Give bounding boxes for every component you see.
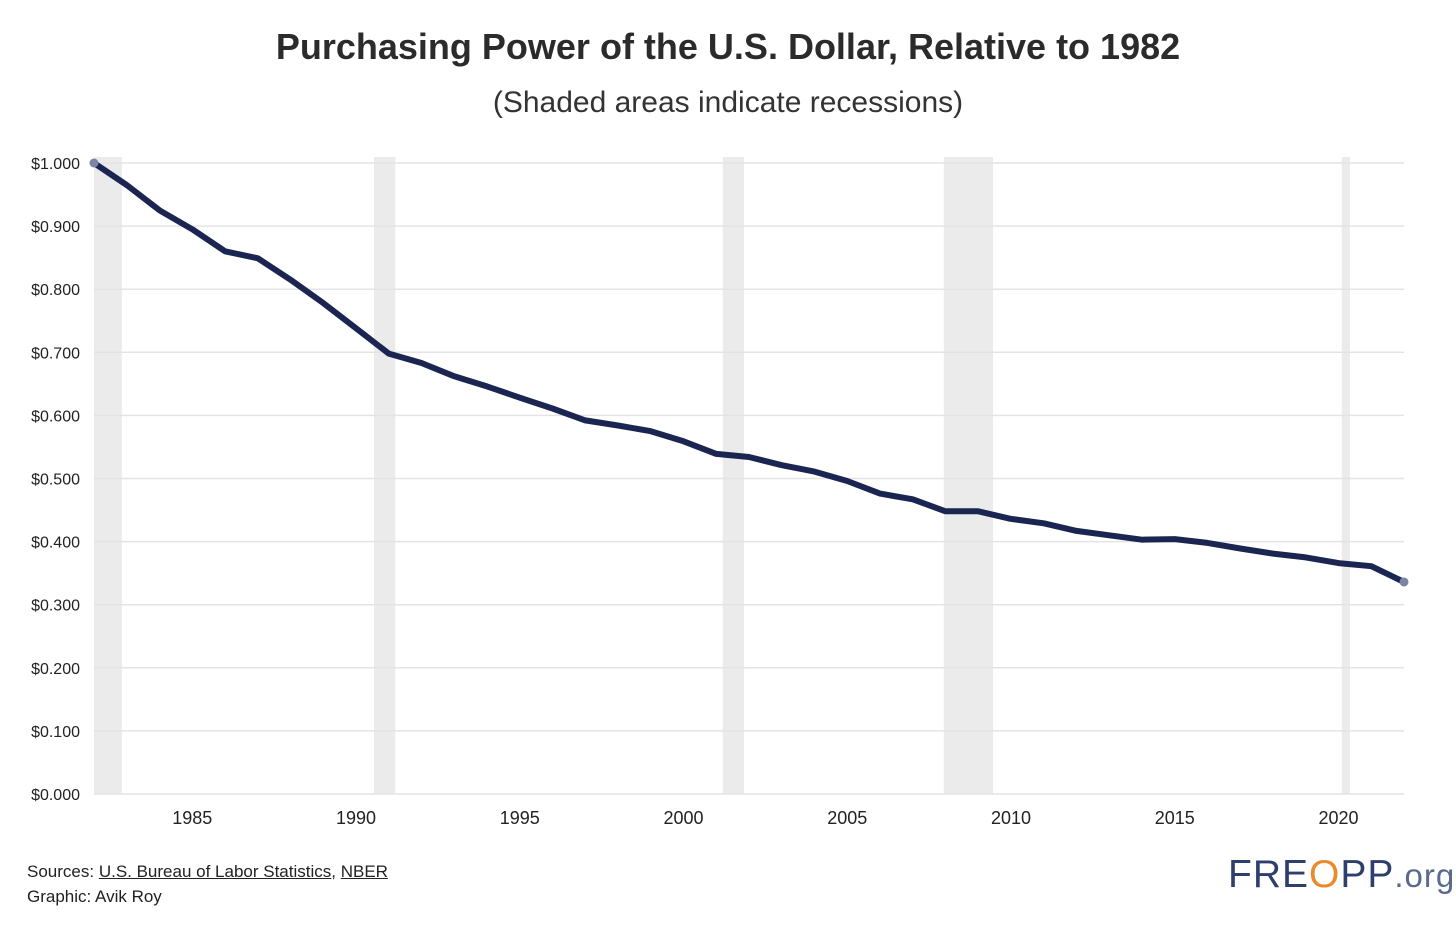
y-tick-label: $0.100 [31, 724, 80, 741]
source-link-nber[interactable]: NBER [340, 862, 388, 881]
recession-bands [94, 157, 1350, 794]
logo-text-fre: FRE [1228, 853, 1309, 896]
freopp-logo: FREOPP.org [1228, 853, 1455, 897]
x-tick-label: 2000 [663, 808, 703, 828]
recession-band-1 [374, 157, 396, 794]
gridlines [94, 162, 1404, 795]
recession-band-3 [943, 157, 993, 794]
y-tick-label: $0.900 [31, 219, 80, 236]
x-tick-label: 2005 [827, 808, 867, 828]
y-tick-label: $0.800 [31, 282, 80, 299]
graphic-credit: Graphic: Avik Roy [27, 887, 162, 906]
sources-separator: , [331, 862, 341, 881]
y-tick-label: $1.000 [31, 156, 80, 173]
y-tick-label: $0.500 [31, 472, 80, 489]
footer: Sources: U.S. Bureau of Labor Statistics… [27, 859, 388, 909]
logo-text-org: .org [1394, 857, 1456, 894]
series-start-point [89, 158, 99, 168]
sources-prefix: Sources: [27, 862, 99, 881]
x-tick-label: 2015 [1155, 808, 1195, 828]
y-tick-label: $0.400 [31, 535, 80, 552]
logo-text-o: O [1309, 853, 1341, 896]
series-line [91, 160, 1407, 585]
x-tick-label: 2020 [1318, 808, 1358, 828]
x-tick-label: 1985 [172, 808, 212, 828]
y-tick-label: $0.700 [31, 345, 80, 362]
sources-line: Sources: U.S. Bureau of Labor Statistics… [27, 859, 388, 884]
source-link-bls[interactable]: U.S. Bureau of Labor Statistics [98, 862, 332, 881]
y-tick-label: $0.000 [31, 787, 80, 804]
logo-text-pp: PP [1340, 853, 1395, 896]
y-tick-label: $0.600 [31, 408, 80, 425]
recession-band-2 [722, 157, 745, 794]
x-tick-label: 1990 [336, 808, 376, 828]
y-tick-label: $0.200 [31, 661, 80, 678]
chart-subtitle: (Shaded areas indicate recessions) [492, 86, 964, 119]
chart-title: Purchasing Power of the U.S. Dollar, Rel… [275, 26, 1181, 67]
y-tick-label: $0.300 [31, 598, 80, 615]
axes: $0.000 $0.100 $0.200 $0.300 $0.400 $0.500 $0.6… [31, 156, 1358, 828]
x-tick-label: 2010 [991, 808, 1031, 828]
recession-band-4 [1341, 157, 1350, 794]
recession-band-0 [94, 157, 122, 794]
series-end-point [1399, 577, 1409, 587]
series [89, 158, 1409, 587]
x-tick-label: 1995 [500, 808, 540, 828]
